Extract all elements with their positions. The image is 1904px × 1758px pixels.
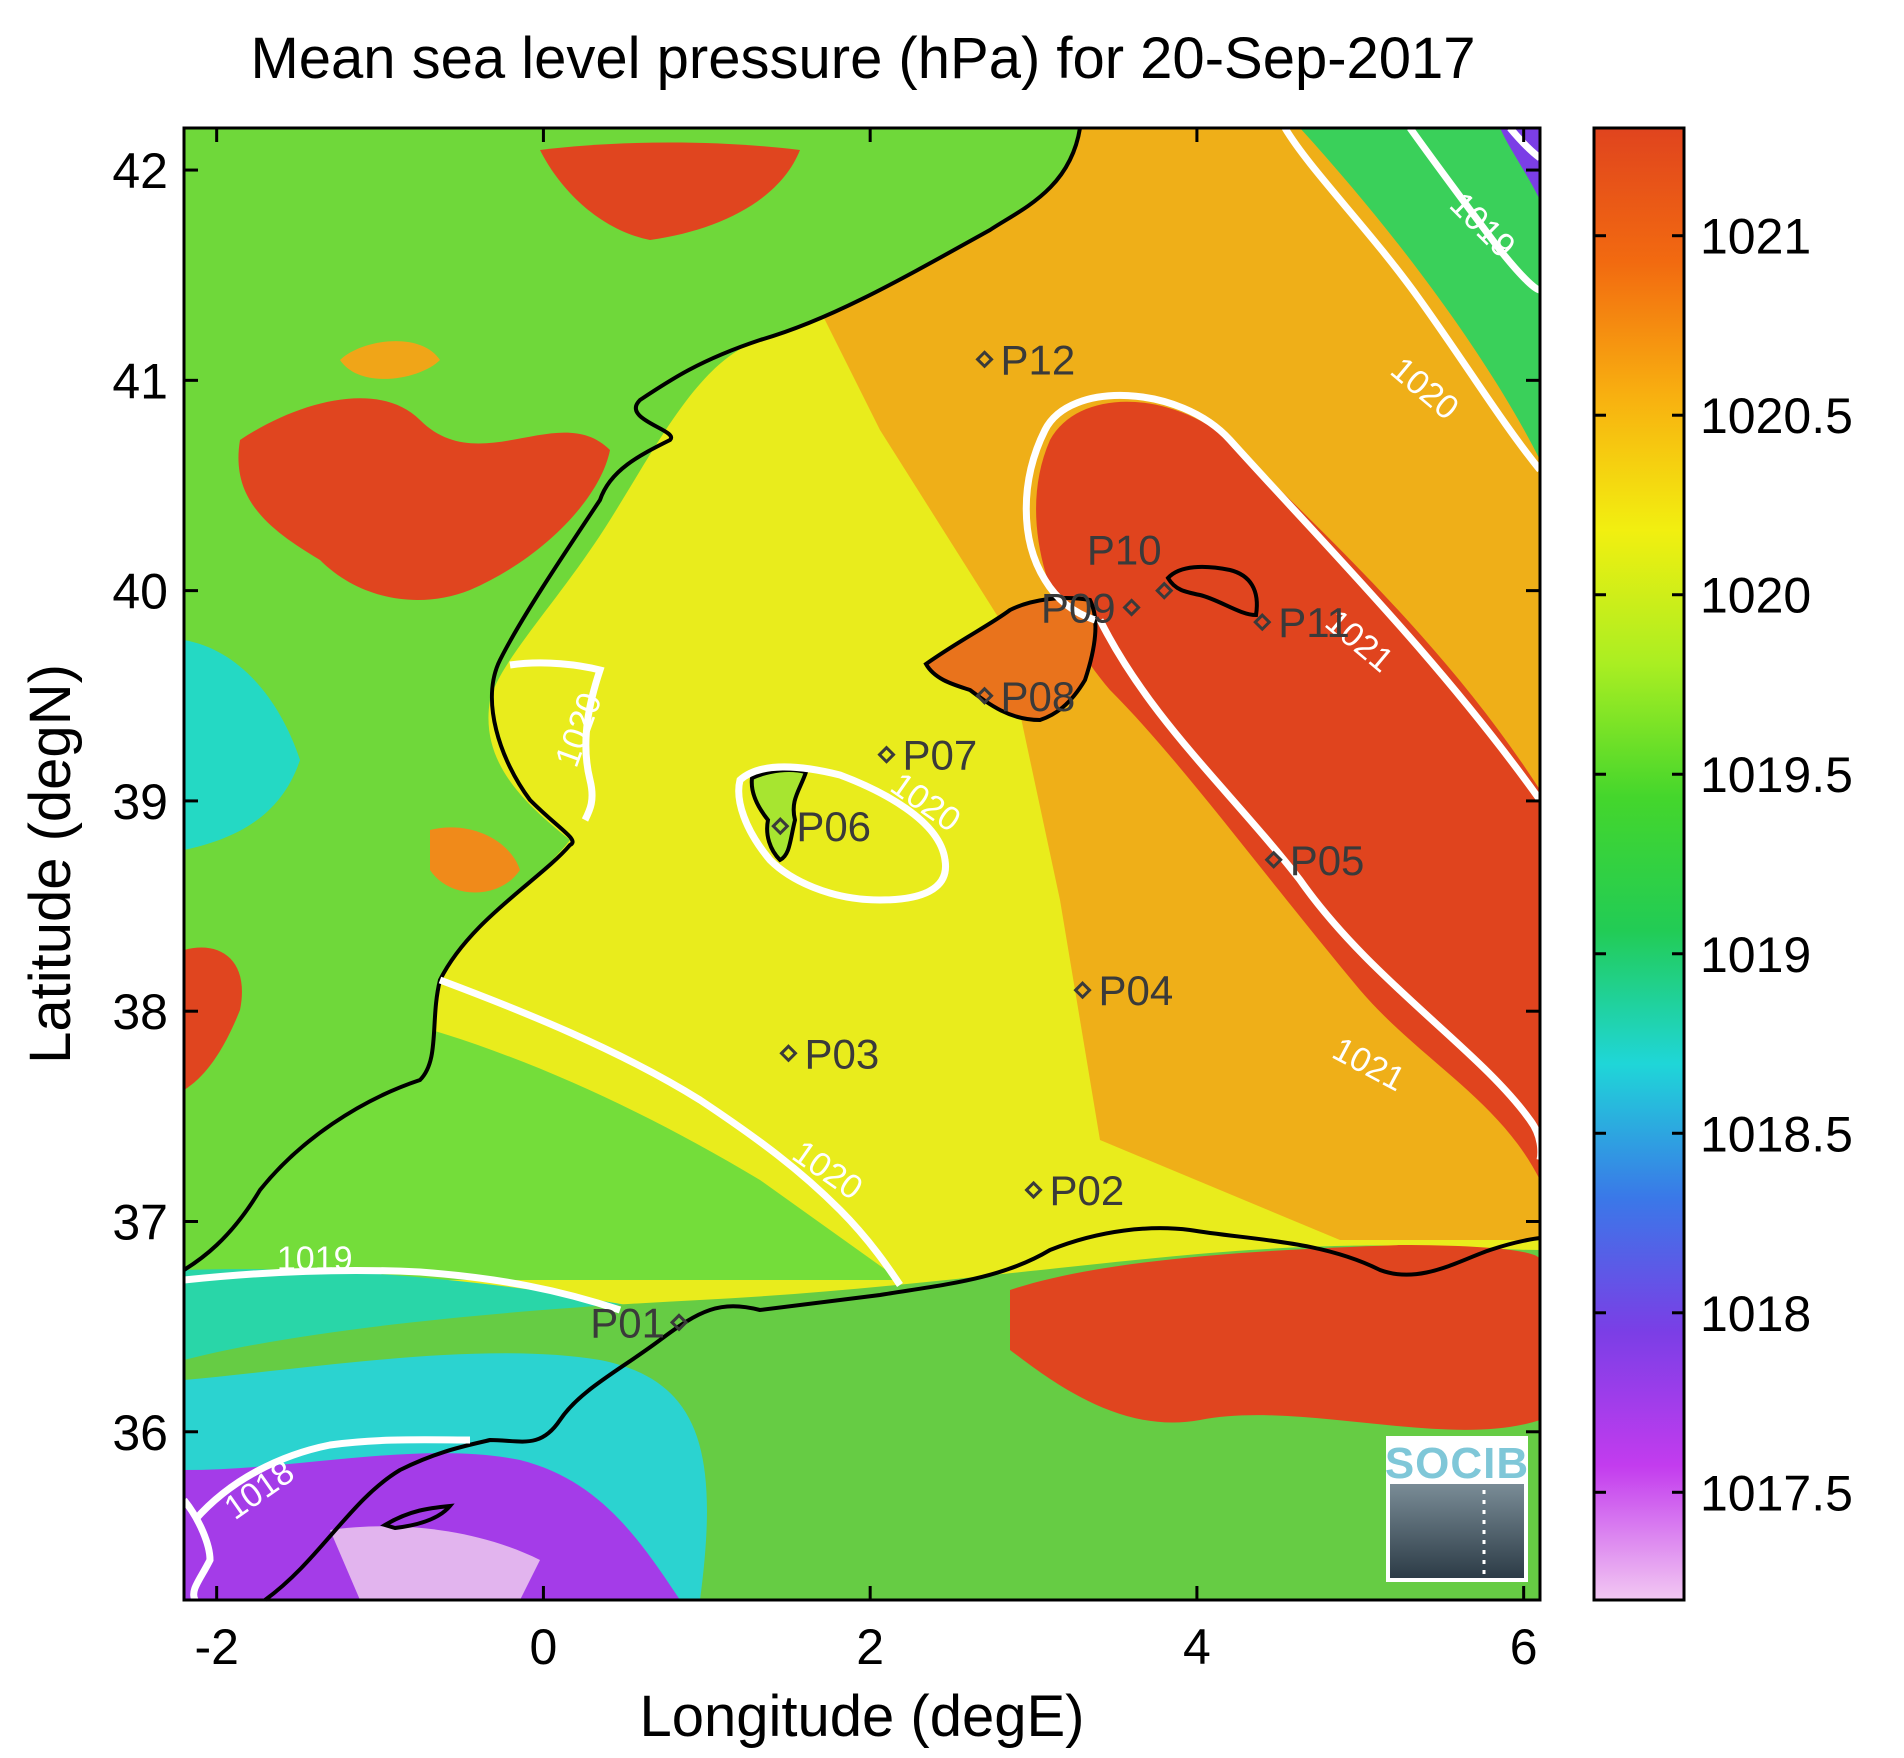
colorbar-ticks: 1017.5 1018 1018.5 1019 1019.5 1020 1020.5 1021 (1594, 209, 1853, 1521)
y-axis-label: Latitude (degN) (18, 664, 83, 1064)
land-africa-warm (1010, 1245, 1540, 1430)
y-tick-label: 39 (112, 774, 168, 830)
x-axis-label: Longitude (degE) (640, 1684, 1085, 1749)
station-marker (1073, 981, 1092, 1000)
land-iberia-warm-4 (184, 947, 242, 1090)
isobar-1019-south (183, 1266, 622, 1314)
station-label: P02 (1050, 1167, 1125, 1214)
land-iberia-cyan (184, 640, 300, 850)
y-tick-label: 40 (112, 564, 168, 620)
island-mallorca (923, 596, 1098, 723)
isobar-1019-northeast (1407, 125, 1541, 294)
x-tick-label: 6 (1510, 1619, 1538, 1675)
colorbar-tick-label: 1020 (1700, 568, 1811, 624)
colorbar-tick-label: 1020.5 (1700, 388, 1853, 444)
isobar-1018-south (181, 1436, 471, 1602)
x-tick-label: 4 (1183, 1619, 1211, 1675)
coastline-north-africa (263, 1226, 1541, 1602)
socib-logo-top (1390, 1440, 1524, 1484)
y-tick-label: 37 (112, 1194, 168, 1250)
land-iberia-warm-2 (540, 142, 800, 240)
map-title: Mean sea level pressure (hPa) for 20-Sep… (250, 26, 1475, 91)
station-label: P07 (903, 732, 978, 779)
colorbar-tick-label: 1018.5 (1700, 1106, 1853, 1162)
isobar-1020-south (438, 976, 903, 1287)
x-tick-label: 0 (530, 1619, 558, 1675)
station-marker (1122, 598, 1141, 617)
island-menorca (1165, 564, 1259, 618)
land-africa-lowest (330, 1526, 540, 1600)
station-marker (975, 686, 994, 705)
y-tick-label: 36 (112, 1405, 168, 1461)
colorbar-tick-label: 1019 (1700, 927, 1811, 983)
colorbar-gradient (1592, 126, 1686, 1602)
station-label: P09 (1041, 584, 1116, 631)
colorbar-tick-label: 1019.5 (1700, 747, 1853, 803)
station-label: P05 (1290, 837, 1365, 884)
y-axis-ticks: 36 37 38 39 40 41 42 (112, 143, 1540, 1461)
socib-logo: SOCIB (1385, 1436, 1529, 1582)
land-iberia-warm-3 (340, 341, 440, 379)
isobar-1020-west (509, 659, 605, 822)
pressure-field-northeast-low (1300, 128, 1540, 460)
station-label: P12 (1001, 336, 1076, 383)
colorbar: 1017.5 1018 1018.5 1019 1019.5 1020 1020.5 1021 (1592, 126, 1853, 1602)
station-label: P06 (796, 803, 871, 850)
station-marker (669, 1313, 689, 1332)
station-label: P03 (804, 1030, 879, 1077)
station-marker (1264, 850, 1283, 869)
isobar-1021-closed (1022, 392, 1545, 1161)
colorbar-tick-label: 1017.5 (1700, 1465, 1853, 1521)
coastline-iberia (182, 127, 1082, 1272)
y-tick-label: 41 (112, 353, 168, 409)
x-tick-label: -2 (194, 1619, 238, 1675)
isobars (181, 125, 1545, 1602)
station-marker (975, 350, 994, 369)
station-layer: P01 P02 P03 P04 P05 P06 P07 P08 P09 P10 P11 P12 (590, 336, 1364, 1346)
station-label: P01 (590, 1299, 665, 1346)
station-marker (877, 745, 896, 764)
x-tick-label: 2 (856, 1619, 884, 1675)
station-marker (1024, 1180, 1043, 1200)
station-label: P10 (1087, 527, 1162, 574)
land-iberia-warm-5 (430, 827, 520, 893)
land-iberia-warm-1 (238, 398, 610, 600)
y-tick-label: 42 (112, 143, 168, 199)
station-label: P04 (1099, 967, 1174, 1014)
isobar-1020-ibiza (735, 763, 950, 904)
x-axis-ticks: -2 0 2 4 6 (194, 128, 1538, 1675)
station-marker (771, 817, 790, 836)
colorbar-tick-label: 1018 (1700, 1286, 1811, 1342)
y-tick-label: 38 (112, 984, 168, 1040)
island-alboran (380, 1503, 455, 1531)
socib-logo-text: SOCIB (1385, 1439, 1529, 1488)
station-marker (1155, 581, 1174, 600)
isobar-1018-corner (1507, 125, 1543, 161)
colorbar-tick-label: 1021 (1700, 209, 1811, 265)
plot-frame (182, 126, 1542, 1602)
isobar-1020-northeast (1281, 126, 1543, 473)
station-marker (1253, 613, 1272, 632)
station-label: P11 (1278, 599, 1350, 646)
contour-label: 1019 (277, 1240, 353, 1278)
station-marker (779, 1044, 798, 1063)
station-label: P08 (1001, 673, 1076, 720)
